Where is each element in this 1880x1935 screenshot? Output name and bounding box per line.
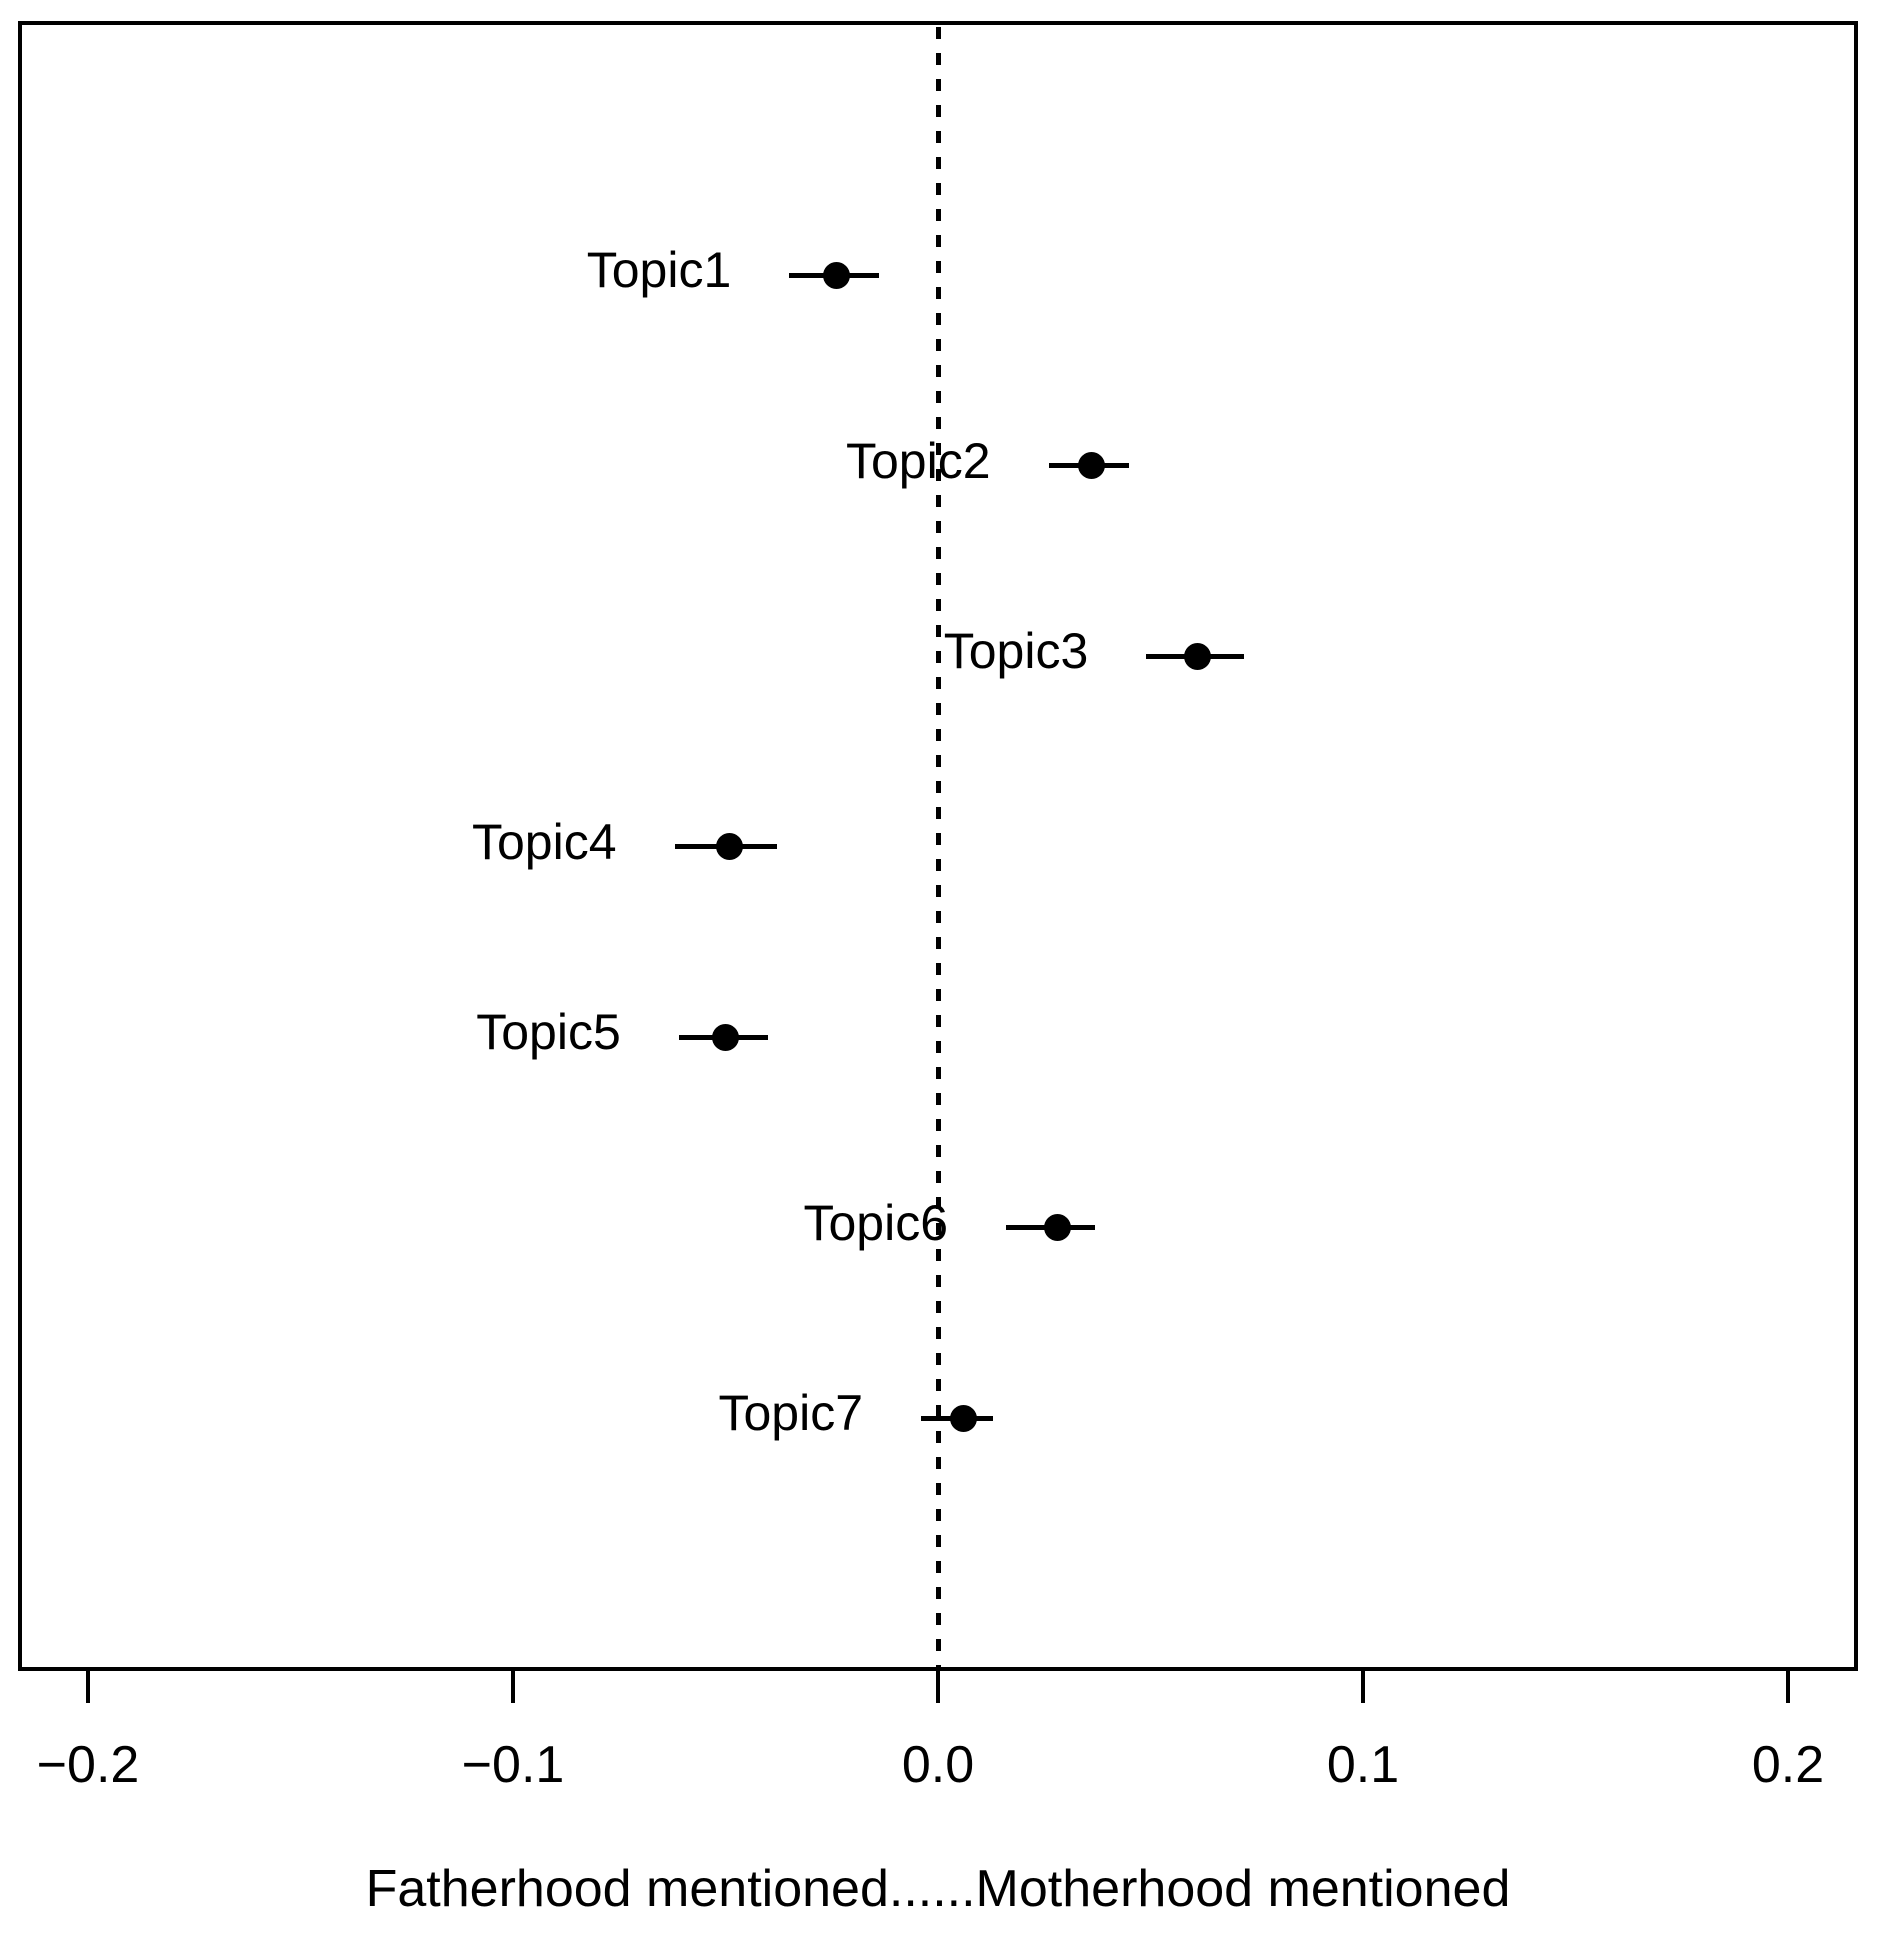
- topic-label: Topic1: [586, 242, 732, 298]
- x-axis-tick-label: −0.1: [461, 1736, 565, 1794]
- topic-label: Topic5: [476, 1004, 621, 1060]
- point-estimate-marker: [1043, 1214, 1071, 1241]
- x-axis-tick-label: 0.2: [1751, 1736, 1825, 1794]
- x-axis-tick: [1361, 1669, 1365, 1703]
- x-axis-tick-label: 0.1: [1326, 1736, 1400, 1794]
- point-estimate-marker: [950, 1404, 977, 1432]
- point-estimate-marker: [1077, 452, 1105, 479]
- topic-label: Topic2: [845, 432, 991, 489]
- x-axis-tick-label: −0.2: [36, 1736, 140, 1794]
- x-axis-title: Fatherhood mentioned......Motherhood men…: [365, 1860, 1511, 1918]
- point-estimate-marker: [712, 1023, 739, 1051]
- x-axis-tick: [511, 1669, 515, 1703]
- topic-label: Topic6: [803, 1194, 948, 1251]
- topic-label: Topic7: [718, 1385, 863, 1441]
- point-estimate-marker: [716, 833, 744, 860]
- topic-label: Topic4: [471, 813, 617, 870]
- x-axis-tick: [1786, 1669, 1790, 1703]
- x-axis-tick: [936, 1669, 940, 1703]
- point-estimate-marker: [1183, 642, 1211, 670]
- zero-reference-line: [935, 27, 941, 1667]
- point-estimate-marker: [822, 261, 850, 289]
- x-axis-tick-label: 0.0: [901, 1736, 975, 1794]
- x-axis-tick: [86, 1669, 90, 1703]
- topic-label: Topic3: [943, 623, 1089, 679]
